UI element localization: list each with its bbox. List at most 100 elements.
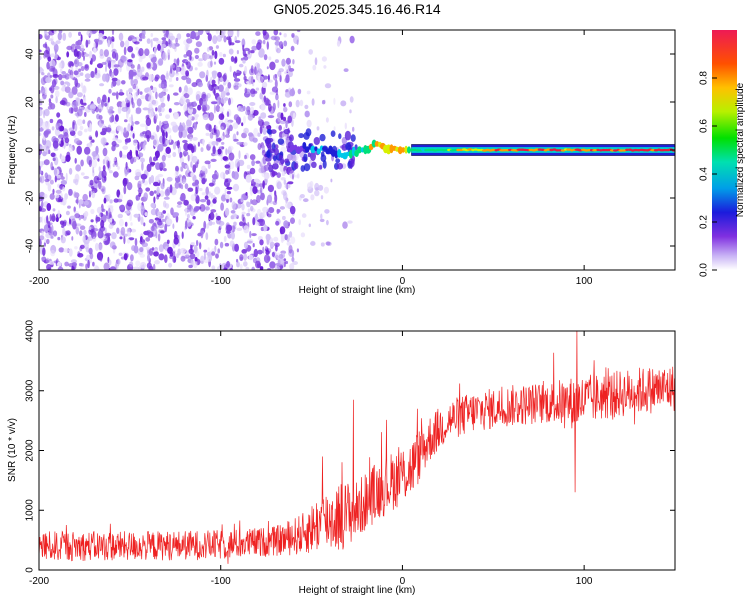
noise-blob <box>320 154 327 162</box>
noise-blob <box>45 257 50 263</box>
noise-blob <box>283 33 287 38</box>
noise-blob <box>91 139 95 143</box>
noise-blob <box>142 142 146 151</box>
noise-blob <box>111 41 114 49</box>
noise-blob <box>126 182 133 191</box>
noise-blob <box>278 125 283 131</box>
noise-blob <box>137 188 143 193</box>
noise-blob <box>349 35 355 44</box>
noise-blob <box>46 263 52 270</box>
noise-blob <box>175 72 180 76</box>
noise-blob <box>154 260 161 265</box>
noise-blob <box>83 241 89 250</box>
noise-blob <box>188 248 194 255</box>
noise-blob <box>205 94 209 102</box>
noise-blob <box>44 30 47 36</box>
noise-blob <box>130 254 134 262</box>
noise-blob <box>135 91 139 97</box>
noise-blob <box>153 47 157 54</box>
noise-blob <box>159 120 162 130</box>
noise-blob <box>46 203 52 211</box>
noise-blob <box>116 101 123 108</box>
noise-blob <box>73 70 79 76</box>
noise-blob <box>320 242 325 247</box>
noise-blob <box>119 89 123 94</box>
noise-blob <box>141 162 144 171</box>
noise-blob <box>51 79 57 88</box>
noise-blob <box>186 119 192 127</box>
noise-blob <box>292 59 295 65</box>
noise-blob <box>105 64 107 73</box>
noise-blob <box>45 46 50 55</box>
noise-blob <box>182 139 188 144</box>
noise-blob <box>265 245 268 250</box>
noise-blob <box>258 48 265 57</box>
noise-blob <box>192 142 195 147</box>
noise-blob <box>326 219 329 226</box>
noise-blob <box>299 99 304 107</box>
noise-blob <box>229 160 235 170</box>
noise-blob <box>255 160 261 164</box>
noise-blob <box>39 102 43 106</box>
noise-blob <box>232 183 240 192</box>
noise-blob <box>103 197 107 204</box>
noise-blob <box>52 140 59 149</box>
noise-blob <box>82 193 88 202</box>
noise-blob <box>174 181 180 189</box>
noise-blob <box>256 194 261 204</box>
noise-blob <box>319 133 326 142</box>
noise-blob <box>89 179 94 186</box>
noise-blob <box>174 170 179 179</box>
noise-blob <box>218 113 225 120</box>
noise-blob <box>98 166 101 172</box>
noise-blob <box>279 32 282 36</box>
noise-blob <box>220 126 224 130</box>
noise-blob <box>194 179 199 186</box>
noise-blob <box>236 203 242 209</box>
noise-blob <box>161 154 166 162</box>
noise-blob <box>73 210 79 215</box>
noise-blob <box>181 75 188 81</box>
noise-blob <box>115 261 118 270</box>
noise-blob <box>98 40 103 45</box>
noise-blob <box>104 233 110 237</box>
noise-blob <box>168 39 171 45</box>
noise-blob <box>48 98 52 103</box>
noise-blob <box>255 31 261 36</box>
noise-blob <box>172 223 175 229</box>
noise-blob <box>204 160 211 165</box>
noise-blob <box>296 248 299 253</box>
noise-blob <box>222 156 228 161</box>
noise-blob <box>118 91 125 96</box>
noise-blob <box>325 117 329 123</box>
noise-blob <box>43 109 46 119</box>
noise-blob <box>121 56 128 62</box>
ridge-point <box>476 148 481 152</box>
noise-blob <box>83 200 89 206</box>
noise-blob <box>84 53 90 57</box>
noise-blob <box>136 68 143 78</box>
y-tick-label: 1000 <box>25 499 36 522</box>
noise-blob <box>177 66 180 73</box>
noise-blob <box>140 173 148 180</box>
noise-blob <box>124 138 131 143</box>
noise-blob <box>182 177 186 183</box>
noise-blob <box>179 166 184 172</box>
noise-blob <box>321 100 326 105</box>
noise-blob <box>57 209 61 219</box>
noise-blob <box>170 121 177 127</box>
noise-blob <box>122 145 129 150</box>
spectrogram-ridge <box>286 139 675 160</box>
noise-blob <box>343 68 349 72</box>
noise-blob <box>111 92 117 96</box>
noise-blob <box>277 99 280 109</box>
noise-blob <box>107 193 111 200</box>
noise-blob <box>74 59 78 65</box>
noise-blob <box>57 32 62 41</box>
noise-blob <box>242 216 246 226</box>
noise-blob <box>153 139 157 146</box>
noise-blob <box>110 266 116 270</box>
noise-blob <box>119 204 125 211</box>
noise-blob <box>274 79 278 88</box>
